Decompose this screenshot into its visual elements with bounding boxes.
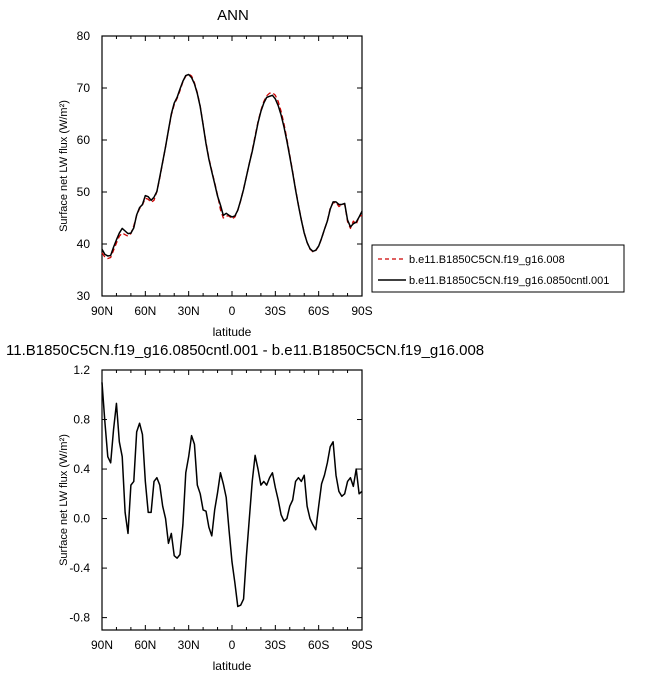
- top-x-tick-label: 0: [229, 304, 236, 318]
- legend-label-cntl-001: b.e11.B1850C5CN.f19_g16.0850cntl.001: [409, 275, 609, 287]
- top-ticks: 90N 60N 30N 0 30S 60S 90S 30 40 50 60 70 80: [77, 29, 373, 318]
- top-series-line-0: [101, 73, 363, 260]
- bottom-x-tick-label: 30N: [178, 638, 200, 652]
- bottom-y-tick-label: -0.8: [69, 611, 90, 625]
- bottom-y-tick-label: 1.2: [73, 363, 90, 377]
- bottom-series: [101, 382, 363, 608]
- bottom-y-tick-label: -0.4: [69, 561, 90, 575]
- top-panel: ANN 90N 60N 30N 0 30S 60S 90S 30 40 50 60 70 80 lati…: [58, 7, 625, 339]
- bottom-y-tick-label: 0.4: [73, 462, 90, 476]
- bottom-x-tick-label: 90S: [351, 638, 372, 652]
- bottom-x-tick-label: 0: [229, 638, 236, 652]
- top-y-tick-label: 30: [77, 289, 91, 303]
- top-y-tick-label: 40: [77, 237, 91, 251]
- top-chart-title: ANN: [217, 7, 249, 24]
- legend-label-control-008: b.e11.B1850C5CN.f19_g16.008: [409, 254, 565, 266]
- bottom-x-tick-label: 90N: [91, 638, 113, 652]
- top-plot-frame: [101, 35, 363, 297]
- top-x-axis-label: latitude: [213, 325, 252, 339]
- top-series: [101, 73, 363, 260]
- bottom-y-tick-label: 0.8: [73, 413, 90, 427]
- top-x-tick-label: 60N: [134, 304, 156, 318]
- bottom-chart-title: 11.B1850C5CN.f19_g16.0850cntl.001 - b.e1…: [6, 342, 484, 359]
- top-x-tick-label: 90S: [351, 304, 372, 318]
- top-y-tick-label: 60: [77, 133, 91, 147]
- bottom-x-axis-label: latitude: [213, 659, 252, 673]
- bottom-ticks: 90N 60N 30N 0 30S 60S 90S -0.8 -0.4 0.0 0.4 0.8 1.2: [69, 363, 372, 652]
- legend: b.e11.B1850C5CN.f19_g16.008 b.e11.B1850C…: [371, 244, 625, 293]
- top-y-tick-label: 80: [77, 29, 91, 43]
- bottom-y-axis-label: Surface net LW flux (W/m²): [58, 434, 70, 566]
- top-x-tick-label: 30S: [265, 304, 286, 318]
- bottom-series-line-0: [101, 382, 363, 608]
- bottom-plot-frame: [101, 369, 363, 631]
- top-x-tick-label: 90N: [91, 304, 113, 318]
- legend-box: [371, 244, 625, 293]
- top-x-tick-label: 60S: [308, 304, 329, 318]
- top-y-axis-label: Surface net LW flux (W/m²): [58, 100, 70, 232]
- bottom-y-tick-label: 0.0: [73, 512, 90, 526]
- bottom-x-tick-label: 60S: [308, 638, 329, 652]
- top-y-tick-label: 50: [77, 185, 91, 199]
- bottom-x-tick-label: 60N: [134, 638, 156, 652]
- top-y-tick-label: 70: [77, 81, 91, 95]
- top-x-tick-label: 30N: [178, 304, 200, 318]
- bottom-panel: 11.B1850C5CN.f19_g16.0850cntl.001 - b.e1…: [6, 342, 484, 673]
- bottom-x-tick-label: 30S: [265, 638, 286, 652]
- top-series-line-1: [101, 73, 363, 257]
